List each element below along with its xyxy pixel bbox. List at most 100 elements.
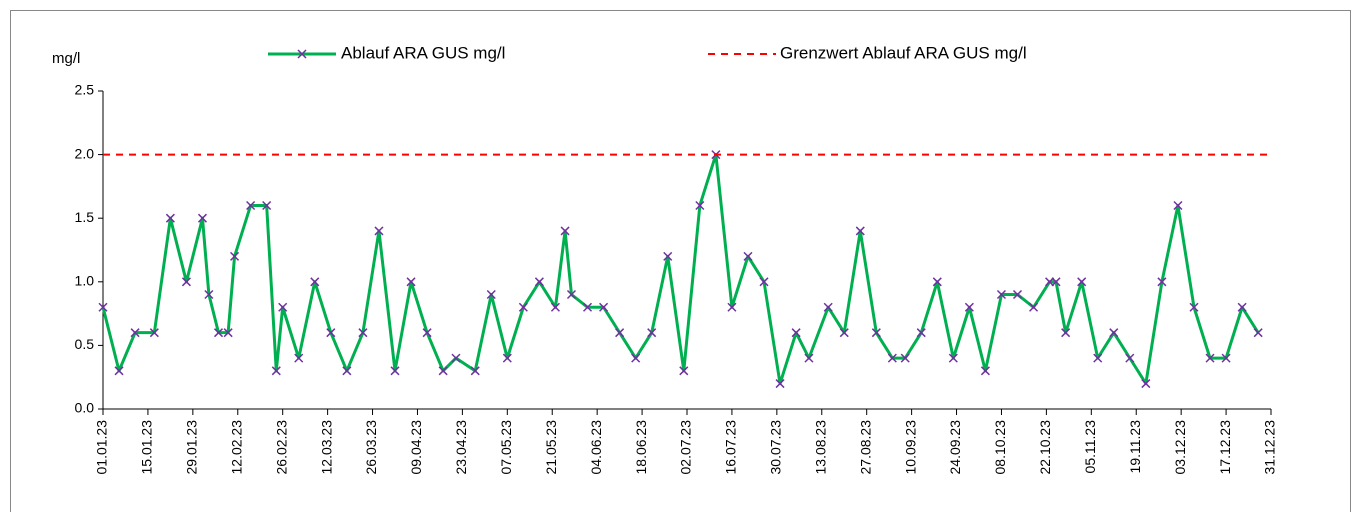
data-marker — [1205, 353, 1215, 363]
data-marker — [197, 213, 208, 223]
y-tick-label: 1.5 — [75, 209, 95, 225]
data-marker — [855, 226, 865, 236]
data-marker — [406, 277, 416, 287]
x-tick-label: 30.07.23 — [768, 420, 784, 475]
data-marker — [1093, 353, 1103, 363]
data-marker — [550, 302, 560, 312]
data-marker — [679, 366, 689, 376]
data-marker — [599, 302, 609, 312]
data-marker — [262, 200, 272, 211]
data-marker — [1109, 328, 1119, 338]
data-marker — [1029, 302, 1039, 312]
data-marker — [560, 226, 570, 236]
data-marker — [342, 366, 352, 376]
data-marker — [165, 213, 175, 223]
data-marker — [823, 302, 833, 312]
data-marker — [326, 328, 336, 338]
data-marker — [98, 302, 108, 312]
x-tick-label: 26.02.23 — [273, 420, 289, 475]
data-marker — [727, 302, 737, 312]
data-marker — [438, 366, 448, 376]
data-marker — [278, 302, 288, 312]
data-marker — [1077, 277, 1087, 287]
data-marker — [518, 302, 528, 312]
x-tick-label: 10.09.23 — [902, 420, 918, 475]
data-marker — [663, 251, 673, 261]
data-line — [101, 153, 1260, 386]
chart-frame — [10, 10, 1351, 512]
x-tick-label: 23.04.23 — [453, 420, 469, 475]
legend-marker — [297, 49, 307, 59]
x-tick-label: 07.05.23 — [498, 420, 514, 475]
data-marker — [695, 200, 705, 211]
data-marker — [502, 353, 512, 363]
data-marker — [916, 328, 926, 338]
data-marker — [422, 328, 432, 338]
data-marker — [900, 353, 910, 363]
data-marker — [1125, 353, 1135, 363]
x-tick-label: 22.10.23 — [1037, 420, 1053, 475]
data-marker — [775, 379, 785, 389]
y-tick-label: 0.5 — [75, 336, 95, 352]
x-tick-label: 17.12.23 — [1217, 420, 1233, 475]
y-axis-label: mg/l — [52, 50, 80, 67]
data-marker — [1061, 328, 1071, 338]
data-marker — [294, 353, 304, 363]
data-marker — [223, 328, 233, 338]
legend-label: Ablauf ARA GUS mg/l — [341, 43, 505, 62]
data-marker — [130, 328, 140, 338]
y-tick-label: 2.5 — [75, 82, 95, 98]
data-marker — [213, 328, 224, 338]
x-tick-label: 13.08.23 — [812, 420, 828, 475]
data-marker — [374, 226, 384, 236]
x-tick-label: 01.01.23 — [94, 420, 110, 475]
data-marker — [149, 328, 159, 338]
data-marker — [566, 289, 577, 300]
data-marker — [1012, 289, 1023, 300]
data-marker — [114, 366, 124, 376]
x-tick-label: 26.03.23 — [363, 420, 379, 475]
data-marker — [615, 328, 625, 338]
x-tick-label: 31.12.23 — [1262, 420, 1278, 475]
data-marker — [1141, 379, 1151, 389]
data-marker — [647, 328, 657, 338]
data-marker — [759, 277, 769, 287]
data-marker — [582, 302, 593, 312]
data-marker — [743, 251, 753, 261]
data-marker — [871, 328, 881, 338]
x-tick-label: 08.10.23 — [992, 420, 1008, 475]
data-marker — [804, 353, 814, 363]
y-tick-label: 0.0 — [75, 400, 95, 416]
data-marker — [451, 353, 461, 363]
data-marker — [310, 277, 320, 287]
data-marker — [1253, 328, 1263, 338]
data-marker — [1157, 277, 1167, 287]
data-marker — [1045, 277, 1055, 287]
data-marker — [1237, 302, 1247, 312]
x-tick-label: 09.04.23 — [408, 420, 424, 475]
data-marker — [1221, 353, 1231, 363]
x-tick-label: 19.11.23 — [1127, 420, 1143, 474]
x-tick-label: 15.01.23 — [139, 420, 155, 475]
data-marker — [470, 366, 480, 376]
x-tick-label: 18.06.23 — [633, 420, 649, 475]
data-marker — [534, 277, 544, 287]
data-marker — [390, 366, 400, 376]
x-tick-label: 16.07.23 — [723, 420, 739, 475]
x-tick-label: 04.06.23 — [588, 420, 604, 475]
y-tick-label: 1.0 — [75, 273, 95, 289]
data-marker — [887, 353, 897, 363]
data-marker — [964, 302, 974, 312]
data-marker — [980, 366, 990, 376]
data-marker — [246, 200, 256, 211]
x-tick-label: 03.12.23 — [1172, 420, 1188, 475]
data-marker — [839, 328, 849, 338]
x-tick-label: 24.09.23 — [947, 420, 963, 475]
y-tick-label: 2.0 — [75, 145, 95, 161]
x-tick-label: 12.02.23 — [228, 420, 244, 475]
data-marker — [1189, 302, 1199, 312]
data-marker — [932, 277, 942, 287]
x-tick-label: 05.11.23 — [1082, 420, 1098, 474]
data-marker — [1173, 200, 1183, 211]
x-tick-label: 12.03.23 — [318, 420, 334, 475]
